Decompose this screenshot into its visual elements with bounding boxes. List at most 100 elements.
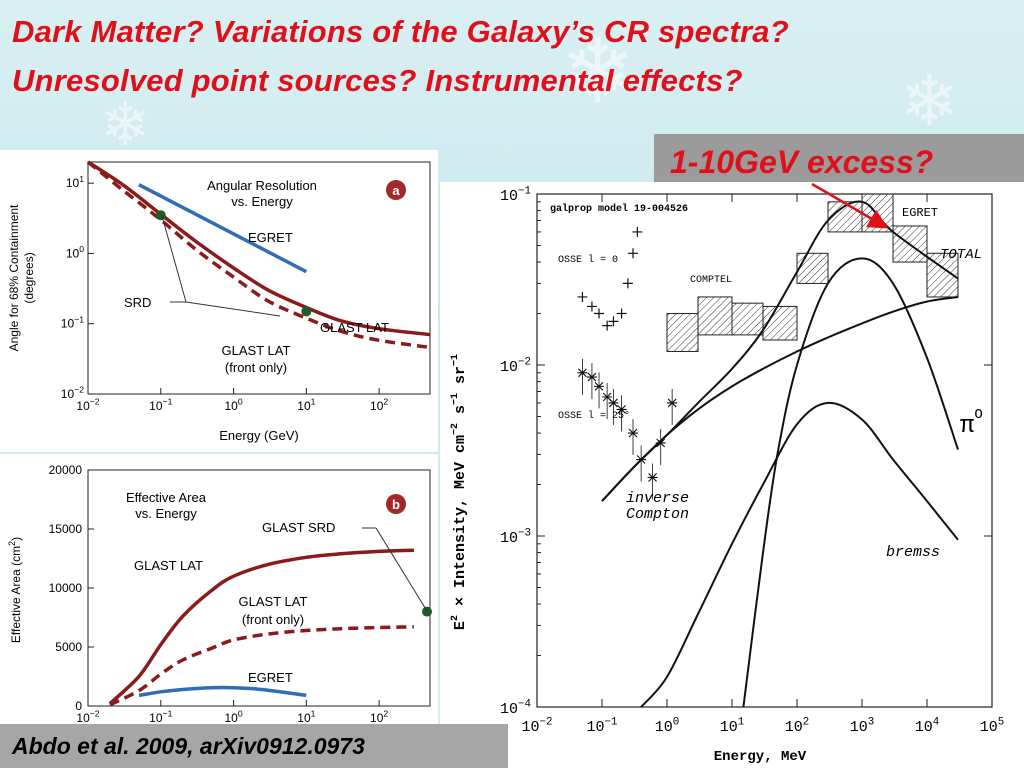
- glast-srd-annotation: GLAST SRD: [262, 520, 335, 535]
- y-tick-label: 10000: [49, 581, 83, 595]
- x-axis-label: Energy (GeV): [219, 428, 298, 443]
- series-line-glast-lat-front-only-: [86, 160, 431, 350]
- x-axis-label: Energy, MeV: [714, 749, 807, 765]
- citation-box: [0, 724, 508, 768]
- osse-l0-label: OSSE l = 0: [558, 254, 618, 266]
- series-line--: [742, 257, 959, 708]
- comptel-data-box: [762, 305, 798, 341]
- egret-annotation: EGRET: [248, 670, 293, 685]
- srd-leader-line: [375, 527, 428, 612]
- comptel-data-box: [731, 302, 764, 336]
- y-tick-label: 5000: [55, 640, 82, 654]
- srd-point: [422, 606, 432, 617]
- comptel-data-box: [666, 313, 699, 352]
- snowflake-decoration-icon: ❄: [560, 20, 636, 125]
- srd-leader-line: [185, 301, 281, 317]
- series-line-inverse-compton: [601, 296, 959, 502]
- x-tick-label: 10−1: [149, 709, 172, 725]
- y-axis-label: E2 × Intensity, MeV cm−2 s−1 sr−1: [450, 354, 469, 630]
- srd-point: [301, 306, 312, 317]
- egret-annotation: EGRET: [248, 230, 293, 245]
- citation-label: Abdo et al. 2009, arXiv0912.0973: [12, 733, 365, 759]
- osse-l25-label: OSSE l = 25°: [558, 410, 630, 422]
- x-tick-label: 101: [297, 397, 315, 413]
- front-only-annotation: GLAST LAT: [222, 343, 291, 358]
- x-tick-label: 100: [224, 709, 242, 725]
- glast-lat-annotation: GLAST LAT: [320, 320, 389, 335]
- osse-l0-point: [608, 316, 619, 327]
- osse-l0-point: [628, 248, 639, 259]
- y-tick-label: 10−1: [500, 185, 531, 205]
- x-tick-label: 10−1: [587, 716, 618, 736]
- y-tick-label: 10−2: [61, 385, 84, 401]
- front-only-annotation: (front only): [242, 612, 304, 627]
- osse-l0-point: [616, 308, 627, 319]
- glast-lat-annotation: GLAST LAT: [134, 558, 203, 573]
- y-axis-label: (degrees): [22, 252, 36, 303]
- x-tick-label: 101: [720, 716, 745, 736]
- series-line-egret: [138, 183, 308, 274]
- series-line-egret: [138, 685, 307, 698]
- panel-badge-bg: [386, 494, 406, 514]
- series-line-glast-lat: [108, 548, 414, 705]
- x-tick-label: 101: [297, 709, 315, 725]
- effective-area-panel: 10−2 10−1 100 101 102 0 5000 10000 15000 20000 E…: [0, 454, 438, 736]
- panel-badge: a: [392, 183, 400, 198]
- snowflake-decoration-icon: ❄: [900, 60, 959, 142]
- excess-callout-label: 1-10GeV excess?: [670, 144, 934, 180]
- inverse-compton-label: Compton: [626, 506, 689, 523]
- osse-l0-point: [577, 291, 588, 302]
- plot-frame: [87, 161, 431, 395]
- x-tick-label: 105: [980, 716, 1005, 736]
- egret-data-box: [796, 252, 829, 284]
- y-tick-label: 100: [66, 244, 84, 260]
- y-axis-label: Angle for 68% Containment: [7, 204, 21, 351]
- y-tick-label: 10−2: [500, 356, 531, 376]
- osse-l0-point: [594, 308, 605, 319]
- series-line-glast-lat: [87, 160, 431, 337]
- plot-frame: [536, 193, 993, 708]
- total-label: TOTAL: [940, 247, 982, 263]
- osse-l0-point: [632, 226, 643, 237]
- y-tick-label: 10−3: [500, 527, 531, 547]
- panel-badge-bg: [386, 180, 406, 200]
- angular-resolution-panel: 10−2 10−1 100 101 102 10−2 10−1 100 101 Angular…: [0, 150, 438, 452]
- osse-l0-point: [602, 320, 613, 331]
- y-tick-label: 0: [75, 699, 82, 713]
- front-only-annotation: (front only): [225, 360, 287, 375]
- chart-title-line: vs. Energy: [135, 506, 197, 521]
- series-line-bremss: [640, 401, 959, 708]
- x-tick-label: 100: [655, 716, 680, 736]
- x-tick-label: 103: [850, 716, 875, 736]
- x-tick-label: 102: [370, 397, 388, 413]
- slide-title-line-2: Unresolved point sources? Instrumental e…: [12, 63, 743, 98]
- chart-title-line: vs. Energy: [231, 194, 293, 209]
- x-tick-label: 102: [785, 716, 810, 736]
- x-tick-label: 104: [915, 716, 940, 736]
- osse-l0-point: [586, 301, 597, 312]
- inverse-compton-label: inverse: [626, 490, 689, 507]
- angular-resolution-chart: 10−2 10−1 100 101 102 10−2 10−1 100 101 Angular…: [7, 160, 431, 443]
- panel-badge: b: [392, 497, 400, 512]
- comptel-label: COMPTEL: [690, 275, 732, 286]
- pi0-label: πO: [960, 407, 983, 440]
- galprop-spectrum-chart: 10−2 10−1 100 101 102 103 104 105 10−4 10−3 10−2 1…: [450, 185, 1005, 765]
- snowflake-decoration-icon: ❄: [100, 90, 151, 160]
- y-tick-label: 10−1: [61, 314, 84, 330]
- y-axis-label: Effective Area (cm2): [7, 537, 23, 643]
- srd-point: [155, 210, 166, 221]
- slide-title-line-1: Dark Matter? Variations of the Galaxy’s …: [12, 14, 789, 49]
- chart-title-line: Effective Area: [126, 490, 207, 505]
- x-tick-label: 10−1: [149, 397, 172, 413]
- x-tick-label: 10−2: [76, 397, 99, 413]
- bremss-label: bremss: [886, 544, 940, 561]
- srd-annotation: SRD: [124, 295, 151, 310]
- y-tick-label: 101: [66, 174, 84, 190]
- chart-title: galprop model 19-004526: [550, 203, 688, 215]
- srd-leader-line: [161, 215, 187, 303]
- effective-area-chart: 10−2 10−1 100 101 102 0 5000 10000 15000 20000 E…: [7, 463, 432, 725]
- x-tick-label: 100: [224, 397, 242, 413]
- series-line-glast-lat-front-only-: [109, 625, 414, 707]
- x-tick-label: 10−2: [76, 709, 99, 725]
- egret-label: EGRET: [902, 206, 938, 220]
